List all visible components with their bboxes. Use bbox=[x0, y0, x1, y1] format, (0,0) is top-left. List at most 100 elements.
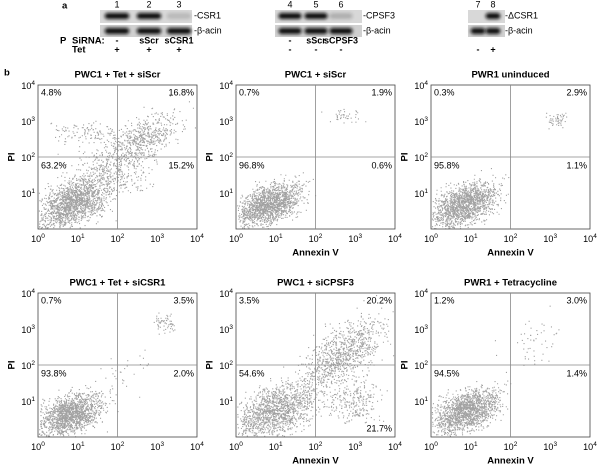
x-tick-label: 104 bbox=[583, 441, 597, 453]
tick-base: 10 bbox=[219, 397, 229, 407]
tick-exp: 2 bbox=[424, 152, 428, 159]
quadrant-percent: 4.8% bbox=[41, 87, 62, 97]
x-tick-label: 103 bbox=[348, 441, 362, 453]
x-tick-label: 100 bbox=[229, 233, 243, 245]
quadrant-percent: 3.5% bbox=[239, 295, 260, 305]
quadrant-percent: 0.3% bbox=[434, 87, 455, 97]
y-tick-label: 104 bbox=[219, 288, 233, 300]
x-tick-label: 100 bbox=[424, 233, 438, 245]
y-tick-label: 104 bbox=[21, 288, 35, 300]
tick-base: 10 bbox=[150, 234, 160, 244]
tick-exp: 4 bbox=[200, 233, 204, 240]
blot-band bbox=[278, 28, 302, 34]
tick-base: 10 bbox=[111, 234, 121, 244]
quadrant-percent: 1.4% bbox=[566, 368, 587, 378]
event-cloud bbox=[38, 95, 197, 230]
quadrant-percent: 2.9% bbox=[566, 87, 587, 97]
quadrant-percent: 2.0% bbox=[173, 368, 194, 378]
quadrant-percent: 93.8% bbox=[41, 368, 67, 378]
quadrant-percent: 95.8% bbox=[434, 160, 460, 170]
y-tick-label: 102 bbox=[414, 152, 428, 164]
band-label: -β-acin bbox=[363, 25, 391, 35]
tick-base: 10 bbox=[309, 442, 319, 452]
tick-base: 10 bbox=[414, 117, 424, 127]
tick-base: 10 bbox=[504, 234, 514, 244]
tet-value: - bbox=[340, 44, 343, 54]
x-tick-label: 103 bbox=[150, 441, 164, 453]
x-tick-label: 101 bbox=[71, 441, 85, 453]
tick-exp: 4 bbox=[200, 441, 204, 448]
row-label: P bbox=[60, 36, 67, 47]
x-tick-label: 104 bbox=[190, 441, 204, 453]
quadrant-percent: 96.8% bbox=[239, 160, 265, 170]
event-cloud bbox=[38, 312, 176, 438]
x-tick-label: 102 bbox=[309, 441, 323, 453]
y-axis-label: PI bbox=[7, 153, 18, 162]
y-tick-label: 102 bbox=[219, 152, 233, 164]
blot-band bbox=[485, 28, 501, 34]
tick-base: 10 bbox=[388, 234, 398, 244]
tick-base: 10 bbox=[229, 442, 239, 452]
tick-base: 10 bbox=[229, 234, 239, 244]
tick-exp: 2 bbox=[229, 152, 233, 159]
tick-base: 10 bbox=[219, 189, 229, 199]
tick-exp: 4 bbox=[31, 80, 35, 87]
quadrant-percent: 0.7% bbox=[41, 295, 62, 305]
lane-number: 6 bbox=[338, 0, 343, 9]
tick-exp: 4 bbox=[31, 288, 35, 295]
tick-base: 10 bbox=[414, 153, 424, 163]
tick-base: 10 bbox=[348, 442, 358, 452]
tick-base: 10 bbox=[190, 442, 200, 452]
tick-exp: 3 bbox=[229, 116, 233, 123]
tick-exp: 2 bbox=[31, 360, 35, 367]
tick-base: 10 bbox=[309, 234, 319, 244]
y-tick-label: 101 bbox=[414, 188, 428, 200]
plot-title: PWC1 + Tet + siScr bbox=[75, 70, 161, 81]
tet-value: + bbox=[176, 44, 181, 54]
tick-base: 10 bbox=[269, 234, 279, 244]
blot-band bbox=[304, 28, 328, 34]
y-tick-label: 103 bbox=[21, 116, 35, 128]
x-axis-label: Annexin V bbox=[487, 456, 534, 465]
y-axis-label: PI bbox=[400, 153, 411, 162]
lane-number: 3 bbox=[176, 0, 181, 9]
tick-exp: 4 bbox=[398, 233, 402, 240]
quadrant-percent: 1.9% bbox=[371, 87, 392, 97]
tick-base: 10 bbox=[219, 361, 229, 371]
row-label: SiRNA: bbox=[72, 36, 105, 47]
event-cloud bbox=[237, 108, 367, 230]
x-tick-label: 104 bbox=[388, 233, 402, 245]
event-cloud bbox=[431, 112, 568, 230]
tick-exp: 3 bbox=[31, 116, 35, 123]
y-tick-label: 103 bbox=[414, 324, 428, 336]
tick-exp: 3 bbox=[358, 233, 362, 240]
tick-base: 10 bbox=[150, 442, 160, 452]
x-tick-label: 103 bbox=[543, 233, 557, 245]
tick-exp: 2 bbox=[121, 233, 125, 240]
x-axis-label: Annexin V bbox=[292, 248, 339, 259]
tick-exp: 1 bbox=[424, 188, 428, 195]
tick-exp: 1 bbox=[229, 188, 233, 195]
quadrant-percent: 94.5% bbox=[434, 368, 460, 378]
tick-exp: 2 bbox=[514, 441, 518, 448]
tick-base: 10 bbox=[414, 361, 424, 371]
tick-base: 10 bbox=[583, 442, 593, 452]
tick-base: 10 bbox=[464, 442, 474, 452]
tick-base: 10 bbox=[21, 117, 31, 127]
tick-exp: 2 bbox=[121, 441, 125, 448]
y-tick-label: 102 bbox=[414, 360, 428, 372]
tick-base: 10 bbox=[424, 234, 434, 244]
y-axis-label: PI bbox=[7, 361, 18, 370]
tick-base: 10 bbox=[414, 81, 424, 91]
band-label: -CPSF3 bbox=[363, 10, 395, 20]
quadrant-percent: 0.7% bbox=[239, 87, 260, 97]
tick-exp: 1 bbox=[424, 396, 428, 403]
y-tick-label: 103 bbox=[219, 116, 233, 128]
tick-base: 10 bbox=[543, 442, 553, 452]
tick-base: 10 bbox=[219, 325, 229, 335]
tick-exp: 0 bbox=[239, 233, 243, 240]
quadrant-percent: 1.1% bbox=[566, 160, 587, 170]
band-label: -ΔCSR1 bbox=[505, 10, 538, 20]
tick-base: 10 bbox=[190, 234, 200, 244]
quadrant-percent: 16.8% bbox=[168, 87, 194, 97]
